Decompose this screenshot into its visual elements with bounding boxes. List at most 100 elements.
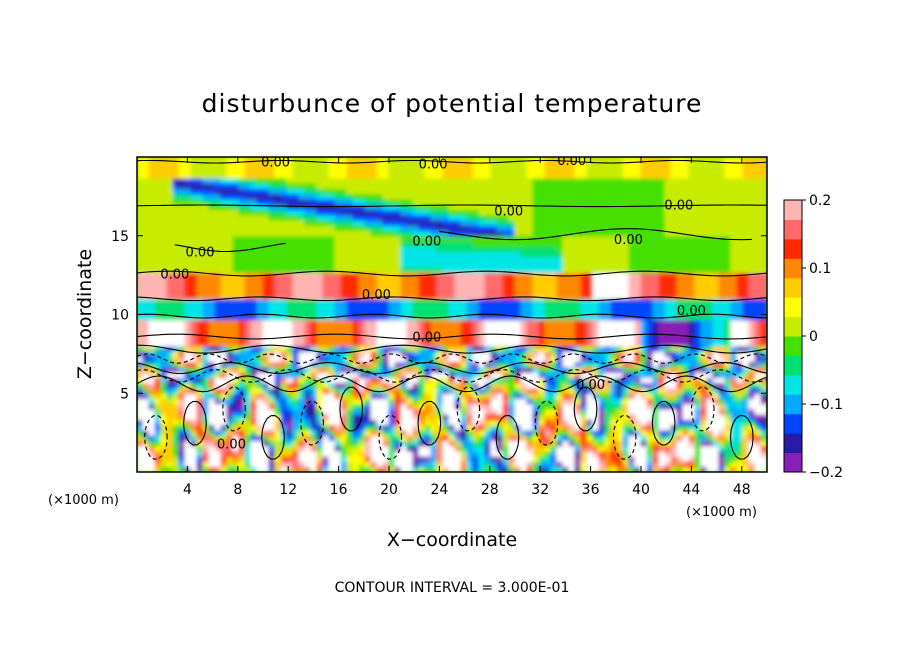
field-cell (166, 424, 174, 431)
field-cell (394, 177, 402, 184)
field-cell (436, 324, 444, 331)
field-cell (412, 167, 420, 174)
field-cell (346, 282, 354, 289)
field-cell (400, 193, 408, 200)
field-cell (358, 319, 366, 326)
field-cell (232, 214, 240, 221)
field-cell (574, 251, 582, 258)
field-cell (586, 277, 594, 284)
field-cell (190, 350, 198, 357)
field-cell (400, 219, 408, 226)
field-cell (304, 214, 312, 221)
field-cell (286, 314, 294, 321)
field-cell (628, 224, 636, 231)
field-cell (418, 266, 426, 273)
field-cell (286, 434, 294, 441)
field-cell (256, 356, 264, 363)
field-cell (178, 335, 186, 342)
field-cell (142, 235, 150, 242)
field-cell (442, 172, 450, 179)
field-cell (622, 403, 630, 410)
field-cell (448, 261, 456, 268)
field-cell (154, 403, 162, 410)
field-cell (478, 266, 486, 273)
field-cell (274, 172, 282, 179)
field-cell (556, 235, 564, 242)
field-cell (532, 277, 540, 284)
field-cell (250, 314, 258, 321)
field-cell (166, 319, 174, 326)
field-cell (172, 461, 180, 468)
field-cell (208, 256, 216, 263)
field-cell (388, 161, 396, 168)
field-cell (172, 392, 180, 399)
field-cell (430, 340, 438, 347)
field-cell (310, 256, 318, 263)
field-cell (190, 329, 198, 336)
field-cell (448, 161, 456, 168)
field-cell (148, 167, 156, 174)
field-cell (376, 245, 384, 252)
field-cell (580, 440, 588, 447)
field-cell (460, 314, 468, 321)
field-cell (226, 230, 234, 237)
field-cell (418, 277, 426, 284)
field-cell (137, 240, 144, 247)
field-cell (628, 172, 636, 179)
field-cell (154, 240, 162, 247)
field-cell (484, 172, 492, 179)
field-cell (460, 308, 468, 315)
field-cell (490, 314, 498, 321)
field-cell (154, 350, 162, 357)
field-cell (544, 419, 552, 426)
field-cell (340, 161, 348, 168)
field-cell (244, 167, 252, 174)
field-cell (142, 429, 150, 436)
field-cell (322, 408, 330, 415)
field-cell (262, 282, 270, 289)
field-cell (598, 319, 606, 326)
field-cell (514, 182, 522, 189)
field-cell (448, 157, 456, 163)
field-cell (448, 419, 456, 426)
field-cell (304, 277, 312, 284)
field-cell (520, 419, 528, 426)
field-cell (424, 329, 432, 336)
field-cell (622, 256, 630, 263)
field-cell (424, 157, 432, 163)
field-cell (220, 340, 228, 347)
field-cell (400, 345, 408, 352)
field-cell (310, 424, 318, 431)
field-cell (484, 429, 492, 436)
field-cell (184, 261, 192, 268)
field-cell (328, 240, 336, 247)
field-cell (166, 240, 174, 247)
field-cell (286, 440, 294, 447)
field-cell (154, 214, 162, 221)
field-cell (436, 408, 444, 415)
field-cell (232, 419, 240, 426)
field-cell (616, 387, 624, 394)
field-cell (394, 461, 402, 468)
field-cell (466, 282, 474, 289)
field-cell (478, 198, 486, 205)
field-cell (214, 308, 222, 315)
field-cell (250, 350, 258, 357)
field-cell (490, 434, 498, 441)
field-cell (382, 177, 390, 184)
field-cell (514, 387, 522, 394)
field-cell (184, 440, 192, 447)
field-cell (526, 308, 534, 315)
field-cell (502, 235, 510, 242)
field-cell (472, 398, 480, 405)
field-cell (184, 287, 192, 294)
field-cell (454, 303, 462, 310)
field-cell (226, 266, 234, 273)
field-cell (316, 392, 324, 399)
field-cell (628, 261, 636, 268)
field-cell (190, 455, 198, 462)
field-cell (472, 298, 480, 305)
field-cell (172, 455, 180, 462)
field-cell (292, 403, 300, 410)
field-cell (550, 235, 558, 242)
